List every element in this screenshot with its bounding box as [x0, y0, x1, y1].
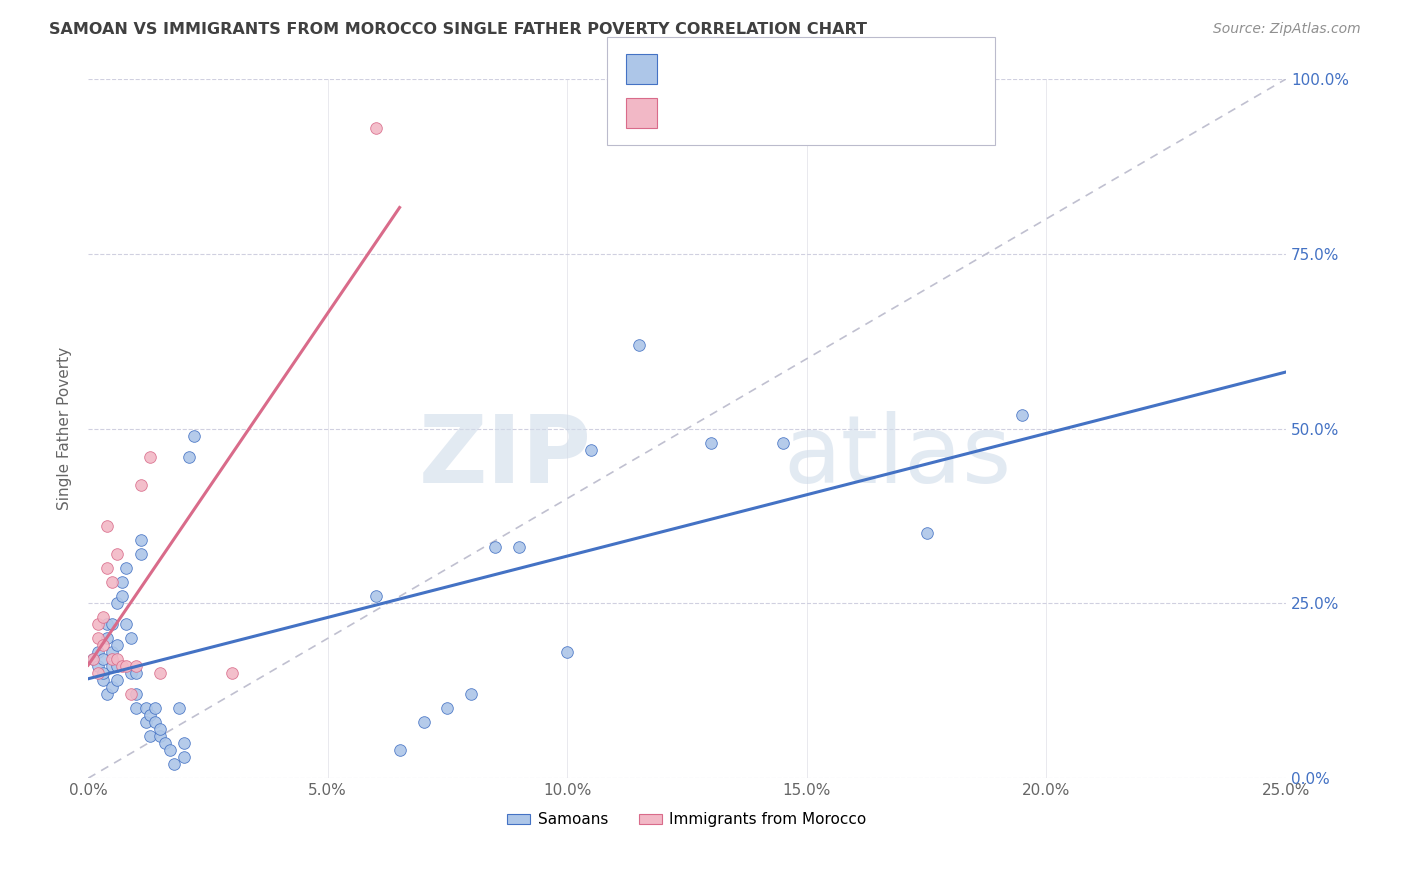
Point: [125, 687, 148, 701]
Legend: Samoans, Immigrants from Morocco: Samoans, Immigrants from Morocco: [502, 806, 873, 833]
Point: [159, 743, 181, 757]
Point: [139, 708, 162, 723]
Point: [129, 477, 152, 491]
Point: [87, 632, 110, 646]
Point: [460, 687, 482, 701]
Point: [135, 701, 157, 715]
Point: [364, 120, 387, 135]
Text: N =: N =: [759, 104, 796, 122]
Text: atlas: atlas: [783, 410, 1011, 502]
Point: [183, 428, 205, 442]
Text: R =: R =: [665, 104, 702, 122]
Point: [628, 337, 651, 351]
Y-axis label: Single Father Poverty: Single Father Poverty: [58, 347, 72, 510]
Point: [105, 639, 128, 653]
Point: [105, 659, 128, 673]
Point: [105, 596, 128, 610]
Point: [82, 652, 104, 666]
Point: [700, 435, 723, 450]
Point: [91, 639, 114, 653]
Point: [101, 681, 124, 695]
Point: [115, 561, 138, 575]
Point: [1011, 408, 1033, 422]
Point: [91, 673, 114, 688]
Point: [96, 561, 118, 575]
Point: [364, 590, 387, 604]
Point: [115, 659, 138, 673]
Point: [91, 652, 114, 666]
Point: [111, 590, 134, 604]
Point: [436, 701, 458, 715]
Point: [484, 541, 506, 555]
Point: [139, 729, 162, 743]
Point: [96, 687, 118, 701]
Point: [173, 736, 195, 750]
Point: [163, 757, 186, 772]
Point: [149, 729, 172, 743]
Point: [111, 659, 134, 673]
Point: [129, 548, 152, 562]
Point: [412, 715, 434, 730]
Point: [96, 632, 118, 646]
Point: [105, 673, 128, 688]
Text: Source: ZipAtlas.com: Source: ZipAtlas.com: [1213, 22, 1361, 37]
Point: [129, 533, 152, 548]
Point: [101, 617, 124, 632]
Point: [149, 723, 172, 737]
Point: [555, 645, 578, 659]
Text: SAMOAN VS IMMIGRANTS FROM MOROCCO SINGLE FATHER POVERTY CORRELATION CHART: SAMOAN VS IMMIGRANTS FROM MOROCCO SINGLE…: [49, 22, 868, 37]
Point: [101, 575, 124, 590]
Point: [125, 659, 148, 673]
Point: [105, 652, 128, 666]
Text: ZIP: ZIP: [419, 410, 592, 502]
Point: [915, 526, 938, 541]
Text: 0.479: 0.479: [696, 60, 749, 78]
Point: [91, 610, 114, 624]
Point: [96, 519, 118, 533]
Point: [135, 715, 157, 730]
Point: [153, 736, 176, 750]
Point: [139, 450, 162, 464]
Point: [149, 666, 172, 681]
Point: [87, 617, 110, 632]
Point: [143, 715, 166, 730]
Point: [91, 666, 114, 681]
Point: [101, 659, 124, 673]
Point: [115, 617, 138, 632]
Point: [111, 575, 134, 590]
Point: [581, 442, 603, 457]
Point: [120, 687, 142, 701]
Point: [101, 645, 124, 659]
Point: [120, 666, 142, 681]
Text: R =: R =: [665, 60, 702, 78]
Point: [82, 652, 104, 666]
Point: [105, 548, 128, 562]
Point: [173, 750, 195, 764]
Point: [101, 652, 124, 666]
Text: 0.178: 0.178: [696, 104, 748, 122]
Point: [508, 541, 530, 555]
Point: [120, 632, 142, 646]
Point: [221, 666, 243, 681]
Point: [177, 450, 200, 464]
Text: 58: 58: [789, 60, 811, 78]
Point: [96, 617, 118, 632]
Point: [87, 645, 110, 659]
Point: [388, 743, 411, 757]
Point: [167, 701, 190, 715]
Point: [772, 435, 794, 450]
Point: [143, 701, 166, 715]
Point: [87, 666, 110, 681]
Text: 21: 21: [789, 104, 811, 122]
Point: [87, 659, 110, 673]
Text: N =: N =: [759, 60, 796, 78]
Point: [125, 701, 148, 715]
Point: [125, 666, 148, 681]
